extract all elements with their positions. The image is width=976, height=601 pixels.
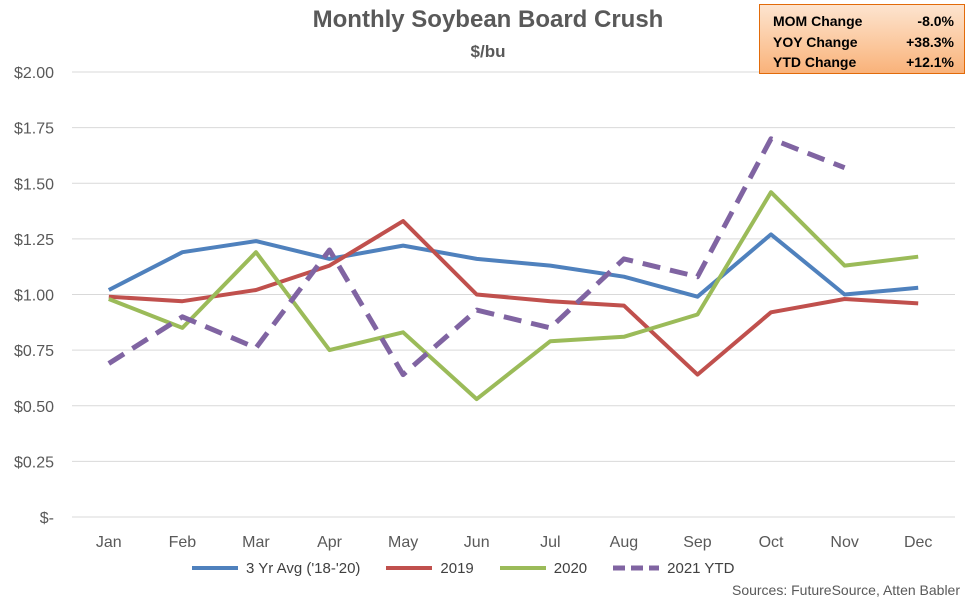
legend-item-3yr-avg: 3 Yr Avg ('18-'20) — [190, 558, 360, 578]
legend-label: 2020 — [553, 559, 588, 577]
series-lines — [107, 136, 919, 402]
stat-row-mom: MOM Change -8.0% — [773, 11, 954, 32]
stat-label: YOY Change — [773, 33, 858, 50]
chart-subtitle: $/bu — [470, 42, 506, 61]
x-tick-label: Aug — [610, 534, 638, 551]
legend-swatch — [386, 566, 433, 570]
y-axis-ticks: $- $0.25 $0.50 $0.75 $1.00 $1.25 $1.50 $1.75 $2.… — [14, 65, 54, 527]
x-tick-label: Feb — [169, 534, 197, 551]
y-tick-label: $0.75 — [14, 343, 54, 360]
legend-label: 3 Yr Avg ('18-'20) — [246, 559, 361, 577]
legend-label: 2021 YTD — [667, 559, 735, 577]
x-tick-label: Mar — [242, 534, 270, 551]
stat-value: +38.3% — [906, 33, 954, 50]
y-tick-label: $1.00 — [14, 288, 54, 305]
y-tick-label: $1.50 — [14, 176, 54, 193]
chart-title: Monthly Soybean Board Crush — [312, 6, 664, 33]
y-tick-label: $1.25 — [14, 232, 54, 249]
legend-swatch — [192, 566, 238, 570]
chart-legend: 3 Yr Avg ('18-'20) 2019 2020 2021 YTD — [190, 558, 758, 578]
y-tick-label: $1.75 — [14, 121, 54, 138]
x-tick-label: May — [388, 534, 418, 551]
legend-item-2020: 2020 — [498, 558, 587, 578]
x-tick-label: Apr — [317, 534, 343, 551]
series-line-2 — [108, 190, 919, 402]
stat-row-yoy: YOY Change +38.3% — [773, 32, 954, 53]
x-axis-ticks: Jan Feb Mar Apr May Jun Jul Aug Sep Oct Nov Dec — [96, 534, 933, 551]
legend-swatch — [499, 566, 546, 570]
x-tick-label: Oct — [759, 534, 784, 551]
x-tick-label: Nov — [830, 534, 858, 551]
stat-label: MOM Change — [773, 13, 863, 29]
series-line-1 — [108, 219, 919, 377]
x-tick-label: Jan — [96, 534, 122, 551]
series-line-0 — [107, 232, 919, 299]
y-tick-label: $0.50 — [14, 399, 54, 416]
legend-label: 2019 — [440, 559, 474, 577]
stat-value: +12.1% — [906, 54, 954, 70]
stat-label: YTD Change — [773, 54, 857, 70]
x-tick-label: Dec — [904, 534, 932, 551]
stat-row-ytd: YTD Change +12.1% — [773, 52, 954, 73]
x-tick-label: Jun — [464, 534, 490, 551]
x-tick-label: Sep — [683, 534, 712, 551]
gridlines — [72, 71, 955, 518]
legend-item-2019: 2019 — [384, 558, 474, 578]
legend-item-2021-ytd: 2021 YTD — [611, 558, 734, 578]
change-stats-box: MOM Change -8.0% YOY Change +38.3% YTD C… — [759, 4, 965, 74]
stat-value: -8.0% — [917, 13, 954, 29]
source-note: Sources: FutureSource, Atten Babler — [731, 582, 960, 598]
series-line-3 — [107, 136, 846, 378]
x-tick-label: Jul — [540, 534, 560, 551]
y-tick-label: $0.25 — [14, 454, 54, 471]
legend-swatch — [613, 565, 660, 571]
y-tick-label: $2.00 — [14, 65, 54, 82]
y-tick-label: $- — [40, 510, 54, 527]
